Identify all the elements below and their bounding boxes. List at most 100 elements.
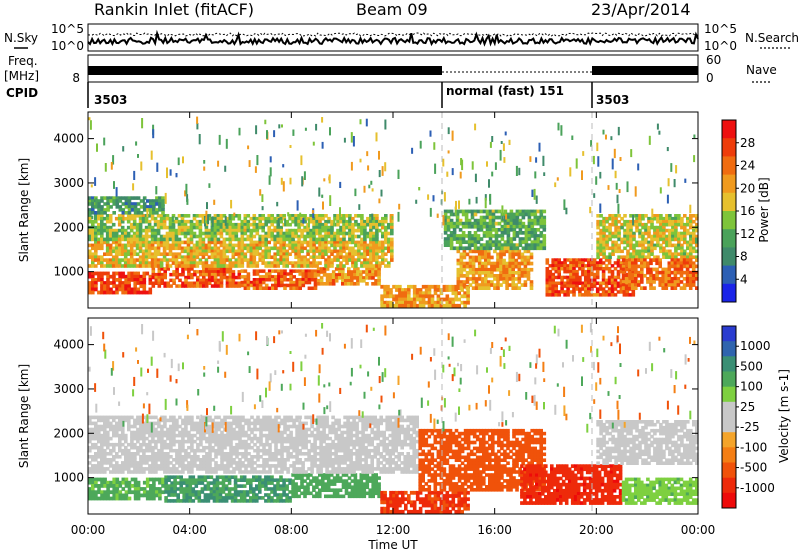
region-12-cell	[667, 264, 672, 269]
speck	[315, 123, 318, 131]
region-0-cell	[88, 274, 92, 279]
region-9-cell	[452, 228, 457, 232]
region-9-cell	[533, 231, 538, 235]
region-9-cell	[539, 221, 544, 226]
region-4-cell	[147, 264, 152, 268]
region-11-cell	[599, 214, 603, 218]
region-9-cell	[536, 246, 541, 251]
region-8-cell	[505, 267, 509, 272]
region-4-cell	[315, 249, 319, 254]
region-6-cell	[100, 199, 104, 203]
region-12-cell	[627, 261, 632, 266]
region-2-cell	[356, 494, 361, 499]
region-4-cell	[129, 249, 134, 254]
region-10-cell	[598, 258, 603, 262]
region-10-cell	[572, 267, 576, 271]
region-11-cell	[608, 216, 612, 221]
noise-left-tick-1: 10^5	[51, 22, 84, 36]
region-7-cell	[439, 291, 444, 296]
region-11-cell	[647, 234, 651, 239]
region-7-cell	[427, 297, 432, 302]
region-1-cell	[237, 272, 242, 277]
region-5-cell	[249, 231, 254, 236]
region-4-cell	[312, 249, 316, 254]
region-10-cell	[545, 278, 550, 283]
region-0-cell	[136, 278, 140, 282]
region-0-cell	[133, 487, 138, 491]
region-3-cell	[356, 273, 360, 277]
region-4-cell	[186, 255, 191, 259]
region-4-cell	[171, 261, 176, 265]
region-6-cell	[152, 199, 156, 203]
region-5-cell	[309, 219, 313, 224]
region-4-cell	[375, 243, 379, 248]
region-10-cell	[610, 293, 615, 297]
region-8-cell	[517, 271, 522, 275]
region-8-cell	[493, 274, 497, 278]
region-7-cell	[460, 294, 464, 299]
region-4-cell	[324, 264, 328, 268]
region-2-cell	[374, 479, 378, 483]
region-9-cell	[509, 224, 514, 229]
region-4-cell	[225, 255, 230, 259]
region-2-cell	[297, 476, 301, 480]
nave-tick-1: 60	[706, 53, 721, 67]
region-0-cell	[100, 493, 104, 498]
region-6-cell	[109, 196, 113, 200]
region-8-cell	[468, 283, 473, 287]
region-9-cell	[527, 237, 532, 241]
region-10-cell	[607, 258, 612, 262]
region-3-cell	[88, 427, 92, 432]
region-10-cell	[584, 272, 588, 277]
region-1-cell	[215, 475, 220, 479]
cpid-segment-1: 3503	[94, 93, 127, 107]
region-11-cell	[602, 234, 606, 239]
region-5-cell	[231, 234, 236, 239]
region-7-cell	[448, 297, 453, 302]
region-3-cell	[91, 445, 95, 450]
colorbar-swatch	[722, 192, 736, 212]
region-3-cell	[112, 430, 116, 435]
region-10-cell	[619, 269, 624, 274]
region-8-cell	[477, 252, 482, 257]
region-10-cell	[545, 261, 550, 265]
region-4-cell	[234, 249, 239, 254]
region-2-cell	[271, 275, 275, 279]
region-3-cell	[334, 267, 339, 271]
region-1-cell	[216, 270, 221, 274]
region-9-cell	[542, 243, 547, 247]
region-5-cell	[138, 231, 143, 236]
speck	[432, 195, 435, 202]
region-11-cell	[599, 243, 603, 248]
region-5-cell	[288, 231, 292, 236]
region-2-cell	[350, 473, 355, 477]
region-11-cell	[632, 237, 636, 242]
region-8-cell	[502, 274, 506, 278]
region-2-cell	[307, 278, 312, 282]
region-8-cell	[477, 249, 482, 254]
region-10-cell	[619, 264, 624, 268]
region-10-cell	[575, 261, 579, 265]
speck	[89, 120, 92, 130]
region-11-cell	[626, 249, 630, 254]
region-3-cell	[88, 415, 92, 420]
region-3-cell	[91, 430, 95, 435]
region-4-cell	[213, 246, 218, 251]
region-1-cell	[213, 281, 218, 285]
region-11-cell	[596, 225, 600, 230]
region-5-cell	[369, 214, 373, 218]
region-9-cell	[518, 243, 523, 247]
speck	[196, 116, 199, 124]
region-12-cell	[640, 264, 644, 269]
speck	[352, 136, 355, 147]
region-1-cell	[276, 487, 280, 491]
region-0-cell	[115, 493, 120, 498]
region-2-cell	[371, 494, 375, 499]
region-11-cell	[653, 255, 657, 259]
region-4-cell	[204, 246, 209, 251]
region-5-cell	[189, 219, 194, 224]
region-2-cell	[280, 272, 284, 276]
region-7-cell	[380, 300, 384, 305]
region-11-cell	[620, 222, 624, 227]
region-4-cell	[219, 264, 224, 268]
